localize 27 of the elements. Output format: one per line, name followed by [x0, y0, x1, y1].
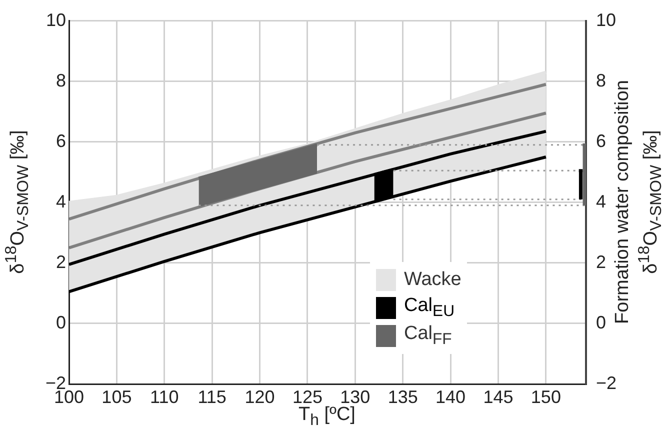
y-tick-label: 10 [46, 10, 66, 30]
x-tick-label: 110 [150, 386, 179, 407]
y2-tick-label: 10 [596, 10, 616, 30]
legend-label: Cal$_{FF}$ [404, 323, 452, 349]
x-tick-label: 140 [436, 386, 466, 407]
y-tick-label: 6 [56, 130, 66, 151]
y-tick-label: 4 [56, 191, 66, 212]
y2-tick-label: 6 [596, 130, 606, 151]
y-tick-label: 0 [56, 312, 66, 332]
y2-tick-label: 8 [596, 70, 606, 90]
x-tick-label: 145 [483, 386, 514, 407]
x-tick-label: 135 [388, 386, 418, 407]
y2-tick-label: 0 [596, 312, 606, 332]
y2-tick-label: 2 [596, 252, 606, 272]
x-tick-label: 125 [292, 386, 322, 407]
y-tick-label: 8 [56, 70, 66, 90]
x-tick-label: 130 [340, 386, 370, 407]
x-tick-label: 150 [530, 386, 561, 407]
y-tick-label: 2 [56, 252, 66, 272]
y2-tick-label: −2 [596, 372, 617, 393]
text: Cal$_{EU}$ [404, 295, 455, 321]
x-axis-title: T$_{h}$ [ºC] [298, 404, 356, 429]
legend-label: Wacke [404, 269, 462, 291]
x-tick-label: 115 [198, 386, 226, 407]
x-tick-label: 105 [102, 386, 132, 407]
y2-tick-label: 4 [596, 191, 606, 212]
x-tick-label: 120 [244, 386, 275, 407]
